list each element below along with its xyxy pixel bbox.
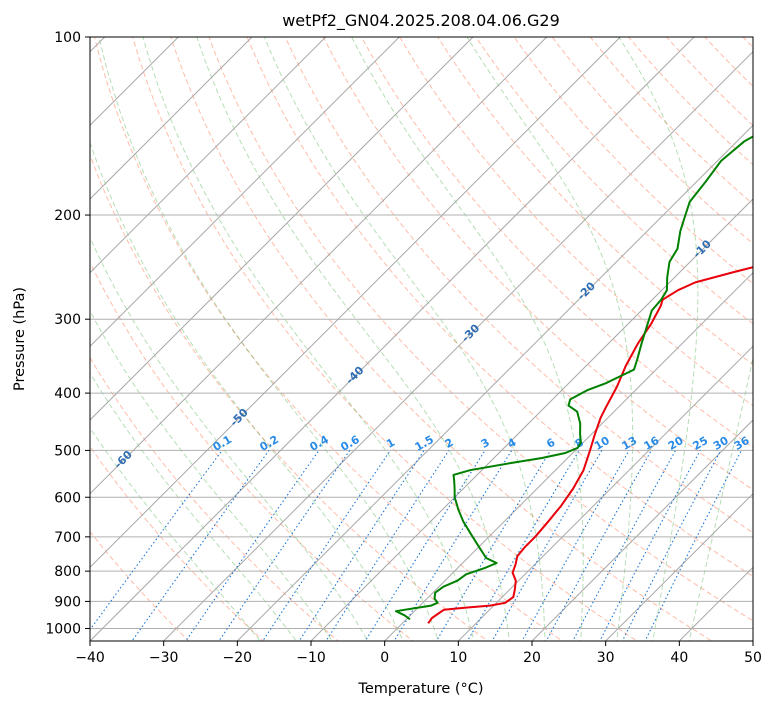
profile-series bbox=[395, 135, 753, 624]
moist-adiabat-line bbox=[142, 37, 475, 641]
isotherm-gridline bbox=[90, 37, 621, 569]
dry-adiabat-line bbox=[437, 37, 753, 366]
y-axis: 100 200 300 400 500 600 700 800 900 1000 bbox=[45, 30, 90, 637]
mixing-ratio-line bbox=[545, 450, 652, 641]
dry-adiabat-line bbox=[208, 37, 753, 622]
mixing-ratio-line bbox=[262, 450, 391, 641]
isotherm-gridline bbox=[163, 50, 753, 641]
dry-adiabat-line bbox=[170, 37, 713, 641]
temperature-line bbox=[427, 266, 753, 624]
dry-adiabat-line bbox=[90, 261, 414, 641]
isotherm-gridline bbox=[90, 37, 548, 495]
isotherm-gridline bbox=[531, 419, 753, 641]
dry-adiabat-line bbox=[399, 37, 753, 407]
x-tick-label: 10 bbox=[449, 650, 467, 666]
isotherm-gridline bbox=[90, 37, 695, 641]
y-tick-label: 300 bbox=[54, 312, 81, 328]
x-tick-label: −40 bbox=[75, 650, 105, 666]
y-tick-label: 100 bbox=[54, 30, 81, 46]
isotherm-gridline bbox=[605, 492, 753, 641]
isotherm-gridline bbox=[384, 271, 753, 641]
mixing-ratio-line bbox=[90, 450, 223, 631]
isotherm-gridline bbox=[457, 345, 753, 641]
mixing-ratio-line bbox=[521, 450, 630, 641]
mixing-ratio-line bbox=[572, 450, 676, 641]
background-lines bbox=[90, 37, 753, 641]
mixing-ratio-line bbox=[364, 450, 486, 641]
x-tick-label: −20 bbox=[223, 650, 253, 666]
dry-adiabat-line bbox=[284, 37, 753, 534]
y-tick-label: 1000 bbox=[45, 621, 81, 637]
mixing-ratio-line bbox=[131, 450, 270, 641]
dry-adiabat-line bbox=[90, 356, 340, 641]
y-tick-label: 200 bbox=[54, 208, 81, 224]
mixing-ratio-line bbox=[435, 450, 552, 641]
dry-adiabat-line bbox=[322, 37, 753, 491]
dry-adiabat-line bbox=[132, 37, 638, 641]
moist-adiabat-line bbox=[688, 355, 753, 641]
x-tick-label: −10 bbox=[296, 650, 326, 666]
y-tick-label: 800 bbox=[54, 564, 81, 580]
moist-adiabat-line bbox=[90, 310, 333, 641]
dry-adiabat-line bbox=[246, 37, 753, 577]
dewpoint-line bbox=[395, 135, 753, 621]
isotherm-gridline bbox=[90, 37, 400, 348]
moist-adiabat-line bbox=[618, 37, 699, 641]
x-tick-label: 0 bbox=[380, 650, 389, 666]
chart-title: wetPf2_GN04.2025.208.04.06.G29 bbox=[282, 11, 560, 31]
isotherm-gridline bbox=[236, 124, 753, 641]
dry-adiabat-line bbox=[90, 530, 190, 641]
isotherm-gridline bbox=[310, 198, 753, 641]
dry-adiabat-line bbox=[93, 37, 564, 641]
mixing-ratio-line bbox=[393, 450, 513, 641]
x-tick-label: 40 bbox=[670, 650, 688, 666]
isotherm-gridline bbox=[90, 37, 253, 200]
x-tick-label: 50 bbox=[744, 650, 762, 666]
x-axis: −40 −30 −20 −10 0 10 20 30 40 50 bbox=[75, 641, 762, 666]
y-tick-label: 500 bbox=[54, 443, 81, 459]
y-tick-label: 600 bbox=[54, 490, 81, 506]
y-axis-title: Pressure (hPa) bbox=[12, 287, 28, 391]
x-tick-label: −30 bbox=[149, 650, 179, 666]
isotherm-gridline bbox=[90, 37, 327, 274]
y-tick-label: 900 bbox=[54, 594, 81, 610]
mixing-ratio-line bbox=[325, 450, 450, 641]
x-tick-label: 30 bbox=[597, 650, 615, 666]
isotherm-gridline bbox=[90, 37, 474, 421]
y-tick-label: 700 bbox=[54, 530, 81, 546]
x-axis-title: Temperature (°C) bbox=[357, 681, 483, 697]
y-tick-label: 400 bbox=[54, 386, 81, 402]
x-tick-label: 20 bbox=[523, 650, 541, 666]
mixing-ratio-line bbox=[298, 450, 425, 641]
moist-adiabat-line bbox=[90, 236, 369, 641]
dry-adiabat-line bbox=[90, 445, 265, 641]
plot-frame bbox=[89, 36, 754, 642]
mixing-ratio-line bbox=[466, 450, 580, 641]
mixing-ratio-line bbox=[218, 450, 351, 641]
